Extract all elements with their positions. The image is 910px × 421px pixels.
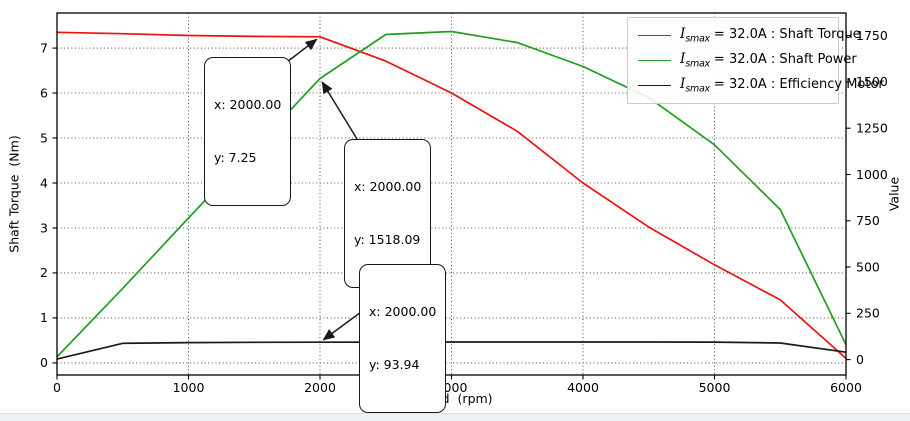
- y-tick-right: 1750: [856, 28, 888, 43]
- legend-math-sub: smax: [685, 33, 710, 45]
- x-tick: 5000: [699, 380, 731, 395]
- annotation-power-at-2000: x: 2000.00 y: 1518.09: [344, 139, 432, 288]
- legend-item-label: Ismax = 32.0A : Shaft Power: [680, 51, 857, 70]
- annotation-x-value: x: 2000.00: [354, 179, 422, 194]
- annotation-efficiency-at-2000: x: 2000.00 y: 93.94: [359, 264, 447, 413]
- y-tick-left: 3: [40, 220, 48, 235]
- legend: Ismax = 32.0A : Shaft Torque Ismax = 32.…: [627, 17, 884, 104]
- series-line-0: [56, 31, 847, 360]
- y-tick-right: 250: [856, 306, 880, 321]
- plot-border: [56, 12, 847, 376]
- window-bottom-strip: [0, 413, 910, 421]
- legend-line-swatch-black: [638, 85, 671, 86]
- tick-labels: 0 1 2 3 4 5 6 7 0 250 500 750 1000 1250 1500 1750 0 1000 2…: [40, 28, 888, 395]
- x-tick: 4000: [567, 380, 599, 395]
- x-tick: 6000: [830, 380, 862, 395]
- x-tick: 2000: [304, 380, 336, 395]
- legend-item-shaft-power: Ismax = 32.0A : Shaft Power: [628, 48, 857, 73]
- y-axis-label-right: Value: [886, 176, 902, 212]
- y-tick-left: 0: [40, 355, 48, 370]
- y-tick-right: 500: [856, 259, 880, 274]
- legend-item-efficiency-motor: Ismax = 32.0A : Efficiency Motor: [628, 73, 884, 98]
- x-tick: 1000: [173, 380, 205, 395]
- annotation-y-value: y: 7.25: [214, 149, 257, 165]
- annotation-x-value: x: 2000.00: [214, 97, 282, 112]
- x-tick: 0: [53, 380, 61, 395]
- legend-line-swatch-green: [638, 60, 671, 61]
- legend-label-text: = 32.0A : Shaft Power: [709, 52, 857, 68]
- legend-item-label: Ismax = 32.0A : Efficiency Motor: [680, 76, 884, 95]
- annotation-x-value: x: 2000.00: [369, 304, 437, 319]
- legend-item-label: Ismax = 32.0A : Shaft Torque: [680, 26, 861, 45]
- legend-math-sub: smax: [685, 83, 710, 95]
- legend-label-text: = 32.0A : Shaft Torque: [709, 27, 861, 43]
- series-line-1: [56, 30, 847, 358]
- legend-math-var: I: [680, 26, 686, 43]
- y-tick-left: 1: [40, 310, 48, 325]
- legend-label-text: = 32.0A : Efficiency Motor: [709, 77, 884, 93]
- legend-item-shaft-torque: Ismax = 32.0A : Shaft Torque: [628, 23, 861, 48]
- x-axis-label: Speed (rpm): [410, 391, 493, 406]
- legend-math-var: I: [680, 76, 686, 93]
- annotation-y-value: y: 93.94: [369, 356, 420, 372]
- y-tick-left: 5: [40, 130, 48, 145]
- annotation-y-value: y: 1518.09: [354, 231, 421, 247]
- legend-math-sub: smax: [685, 58, 710, 70]
- legend-line-swatch-red: [638, 35, 671, 36]
- annotation-torque-at-2000: x: 2000.00 y: 7.25: [204, 57, 292, 206]
- y-tick-right: 1000: [856, 167, 888, 182]
- y-tick-right: 750: [856, 213, 880, 228]
- y-tick-left: 2: [40, 265, 48, 280]
- y-tick-right: 0: [856, 352, 864, 367]
- y-tick-right: 1250: [856, 121, 888, 136]
- y-tick-left: 7: [40, 40, 48, 55]
- y-tick-left: 4: [40, 175, 48, 190]
- grid: [57, 13, 846, 375]
- y-tick-left: 6: [40, 85, 48, 100]
- tick-marks: [52, 35, 851, 380]
- y-tick-right: 1500: [856, 74, 888, 89]
- y-axis-label-left: Shaft Torque (Nm): [6, 135, 22, 253]
- series-line-2: [56, 341, 847, 360]
- legend-math-var: I: [680, 51, 686, 68]
